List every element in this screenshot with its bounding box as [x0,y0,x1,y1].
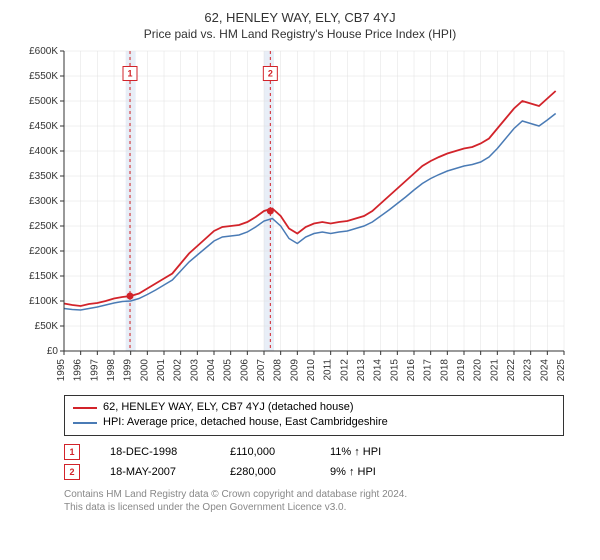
legend-label: HPI: Average price, detached house, East… [103,415,388,430]
svg-text:2007: 2007 [256,359,267,382]
svg-text:1999: 1999 [123,359,134,382]
chart-plot-area: 1 2 £0 £50K £100K £150K £200K £250K £300K £350K £4… [16,47,584,387]
purchase-marker: 2 [64,464,80,480]
svg-text:2013: 2013 [356,359,367,382]
svg-text:2018: 2018 [439,359,450,382]
chart-container: 62, HENLEY WAY, ELY, CB7 4YJ Price paid … [0,0,600,522]
svg-text:2008: 2008 [273,359,284,382]
svg-text:2006: 2006 [239,359,250,382]
svg-text:£200K: £200K [29,246,58,257]
svg-text:2025: 2025 [556,359,567,382]
svg-text:£250K: £250K [29,221,58,232]
svg-text:£50K: £50K [35,321,59,332]
svg-text:2022: 2022 [506,359,517,382]
svg-text:1: 1 [127,69,132,79]
purchase-hpi: 9% ↑ HPI [330,466,410,478]
legend-label: 62, HENLEY WAY, ELY, CB7 4YJ (detached h… [103,400,354,415]
svg-text:2019: 2019 [456,359,467,382]
svg-text:2024: 2024 [539,359,550,382]
svg-text:2011: 2011 [323,359,334,381]
purchase-date: 18-DEC-1998 [110,446,200,458]
svg-text:2021: 2021 [489,359,500,382]
svg-text:2002: 2002 [173,359,184,382]
svg-text:2004: 2004 [206,359,217,382]
legend-item: HPI: Average price, detached house, East… [73,415,555,430]
purchase-table: 1 18-DEC-1998 £110,000 11% ↑ HPI 2 18-MA… [64,442,564,482]
chart-subtitle: Price paid vs. HM Land Registry's House … [16,27,584,41]
svg-text:2023: 2023 [523,359,534,382]
svg-text:2003: 2003 [189,359,200,382]
chart-title: 62, HENLEY WAY, ELY, CB7 4YJ [16,10,584,25]
purchase-price: £110,000 [230,446,300,458]
svg-text:£350K: £350K [29,171,58,182]
svg-text:£500K: £500K [29,96,58,107]
svg-text:£100K: £100K [29,296,58,307]
legend-swatch [73,422,97,424]
svg-text:2017: 2017 [423,359,434,382]
svg-text:2001: 2001 [156,359,167,382]
purchase-hpi: 11% ↑ HPI [330,446,410,458]
footer-line2: This data is licensed under the Open Gov… [64,501,564,514]
legend-swatch [73,407,97,409]
footer-text: Contains HM Land Registry data © Crown c… [64,488,564,514]
svg-text:1996: 1996 [73,359,84,382]
svg-text:£150K: £150K [29,271,58,282]
svg-text:£600K: £600K [29,47,58,57]
purchase-row: 1 18-DEC-1998 £110,000 11% ↑ HPI [64,442,564,462]
svg-text:1998: 1998 [106,359,117,382]
purchase-row: 2 18-MAY-2007 £280,000 9% ↑ HPI [64,462,564,482]
footer-line1: Contains HM Land Registry data © Crown c… [64,488,564,501]
svg-text:2005: 2005 [223,359,234,382]
chart-svg: 1 2 £0 £50K £100K £150K £200K £250K £300K £350K £4… [16,47,584,387]
svg-text:£550K: £550K [29,71,58,82]
svg-text:£400K: £400K [29,146,58,157]
svg-text:£300K: £300K [29,196,58,207]
svg-text:2014: 2014 [373,359,384,382]
svg-text:2020: 2020 [473,359,484,382]
legend-item: 62, HENLEY WAY, ELY, CB7 4YJ (detached h… [73,400,555,415]
svg-text:2009: 2009 [289,359,300,382]
svg-text:2010: 2010 [306,359,317,382]
svg-text:1997: 1997 [89,359,100,382]
svg-text:£0: £0 [47,346,59,357]
purchase-price: £280,000 [230,466,300,478]
svg-text:2: 2 [268,69,273,79]
legend-box: 62, HENLEY WAY, ELY, CB7 4YJ (detached h… [64,395,564,436]
svg-text:£450K: £450K [29,121,58,132]
svg-text:1995: 1995 [56,359,67,382]
purchase-marker: 1 [64,444,80,460]
svg-text:2012: 2012 [339,359,350,382]
svg-text:2015: 2015 [389,359,400,382]
svg-text:2000: 2000 [139,359,150,382]
svg-text:2016: 2016 [406,359,417,382]
purchase-date: 18-MAY-2007 [110,466,200,478]
